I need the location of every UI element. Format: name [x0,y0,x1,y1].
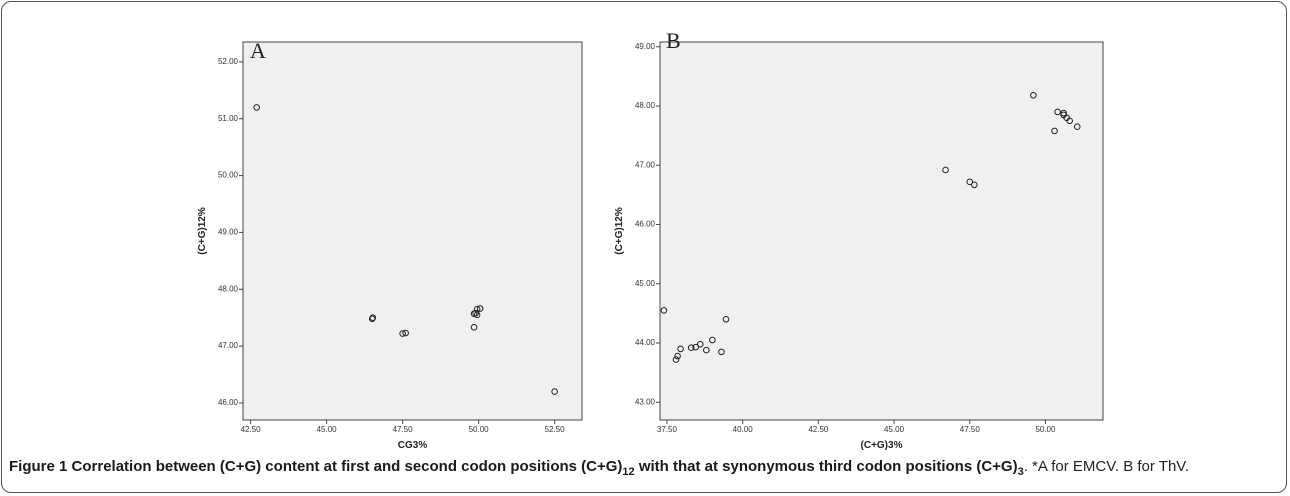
data-point [473,311,481,319]
y-tick-label: 47.00 [218,341,239,350]
y-tick-label: 49.00 [635,42,656,51]
data-point [687,344,695,352]
x-axis-label: CG3% [398,440,428,451]
y-tick-label: 48.00 [218,284,239,293]
caption-title: Correlation between (C+G) content at fir… [71,458,1024,478]
data-point [253,104,260,111]
data-point [402,329,409,337]
data-point [1073,123,1081,131]
data-point [1066,117,1073,125]
panel-label: A [250,38,266,63]
caption-text: Correlation between (C+G) content at fir… [71,458,623,475]
x-tick-label: 50.00 [469,425,490,434]
data-point [703,346,710,354]
data-point [1054,108,1061,116]
y-tick-label: 47.00 [635,160,656,169]
x-tick-label: 52.50 [545,425,566,434]
y-axis-label: (C+G)12% [197,207,208,255]
data-point [722,315,730,323]
data-point [718,348,725,356]
caption-sub: 12 [622,466,635,478]
caption-label: Figure 1 [9,458,68,475]
caption: Figure 1 Correlation between (C+G) conte… [9,457,1279,482]
y-tick-label: 48.00 [635,101,656,110]
plot-area [659,41,1104,421]
y-tick-label: 46.00 [218,398,239,407]
data-point [476,305,484,312]
data-point [692,343,700,351]
data-point [470,310,478,318]
plot-area [242,41,583,421]
data-point [551,388,558,395]
figure: A 42.50 45.00 47.50 50.00 52.50 46.00 47.00 48.0… [197,28,1104,451]
y-tick-label: 49.00 [218,228,239,237]
y-tick-label: 51.00 [218,114,239,123]
x-tick-label: 40.00 [733,425,754,434]
data-point [660,307,668,314]
panel-label: B [666,28,681,53]
data-point [966,178,974,186]
data-point [470,324,478,331]
caption-text: with that at synonymous third codon posi… [634,458,1018,475]
y-tick-label: 46.00 [635,220,656,229]
x-tick-label: 37.50 [657,425,678,434]
y-tick-label: 43.00 [635,397,656,406]
data-point [942,166,949,174]
caption-sub: 3 [1017,466,1024,478]
data-point [696,340,704,348]
y-tick-label: 44.00 [635,338,656,347]
x-tick-label: 50.00 [1035,425,1056,434]
data-point [709,336,716,344]
x-tick-label: 42.50 [241,425,262,434]
x-tick-label: 45.00 [884,425,905,434]
x-axis-label: (C+G)3% [861,440,903,451]
caption-note: . *A for EMCV. B for ThV. [1023,458,1190,475]
y-tick-label: 45.00 [635,279,656,288]
data-point [971,181,978,189]
x-tick-label: 47.50 [393,425,414,434]
data-point [369,314,377,321]
x-tick-label: 47.50 [960,425,981,434]
data-point [1030,92,1037,99]
data-point [399,330,406,337]
data-point [672,356,680,363]
data-point [674,352,681,360]
data-point [1060,109,1067,117]
y-axis-label: (C+G)12% [614,207,625,255]
x-tick-label: 45.00 [317,425,338,434]
y-tick-label: 50.00 [218,171,239,180]
data-point [677,345,684,353]
data-point [1051,127,1058,135]
x-tick-label: 42.50 [808,425,829,434]
y-tick-label: 52.00 [218,57,239,66]
